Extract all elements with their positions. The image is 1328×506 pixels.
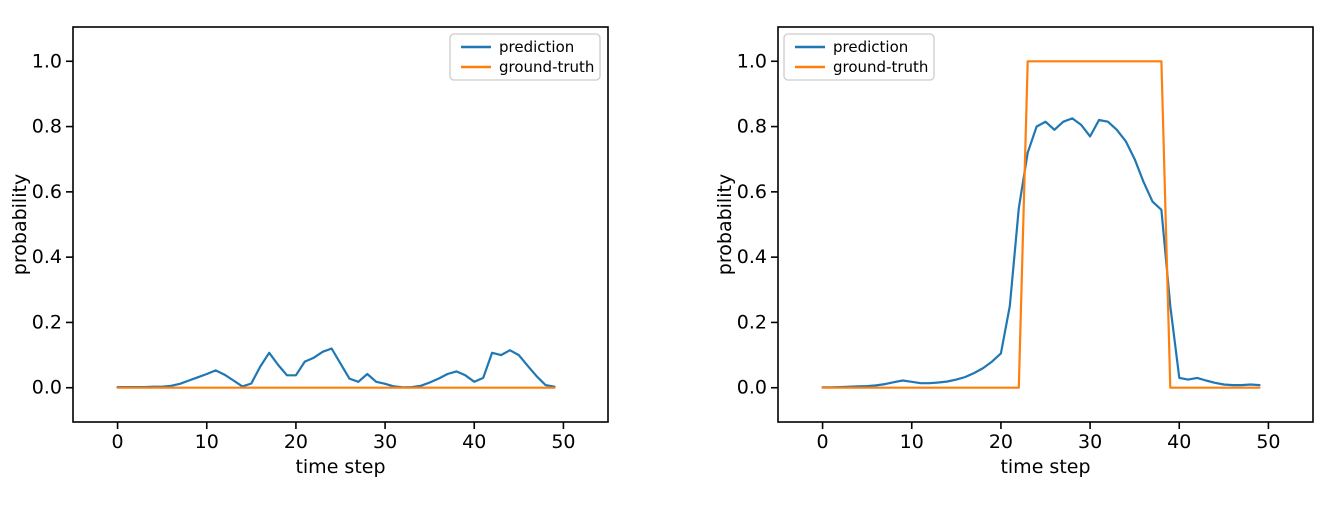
y-tick-label: 0.8: [737, 116, 767, 138]
y-tick-label: 0.4: [32, 246, 62, 268]
x-tick-label: 40: [462, 431, 486, 453]
y-tick-label: 0.4: [737, 246, 767, 268]
x-tick-label: 10: [195, 431, 219, 453]
x-tick-label: 50: [551, 431, 575, 453]
plot-border: [777, 26, 1314, 423]
x-tick-label: 0: [817, 431, 829, 453]
x-tick-label: 30: [1078, 431, 1102, 453]
legend-label: prediction: [499, 38, 574, 56]
plot-border: [72, 26, 609, 423]
legend-label: ground-truth: [499, 58, 594, 76]
legend-label: prediction: [833, 38, 908, 56]
legend-label: ground-truth: [833, 58, 928, 76]
y-tick-label: 0.6: [737, 181, 767, 203]
x-tick-label: 20: [284, 431, 308, 453]
legend-box: [449, 33, 601, 81]
x-tick-label: 50: [1256, 431, 1280, 453]
y-tick-label: 0.6: [32, 181, 62, 203]
y-axis-label: probability: [9, 174, 31, 275]
x-axis-label: time step: [1000, 456, 1090, 478]
legend-box: [783, 33, 935, 81]
chart-left-prediction-vs-ground-truth: 0 10 20 30 40 50 0.0 0.2 0.4 0.6 0.8 1.0 time step pr…: [9, 26, 609, 478]
x-tick-label: 10: [900, 431, 924, 453]
y-tick-label: 0.2: [737, 311, 767, 333]
y-tick-label: 1.0: [737, 50, 767, 72]
series-line-ground-truth: [821, 60, 1261, 389]
x-tick-label: 0: [112, 431, 124, 453]
y-tick-label: 0.0: [737, 377, 767, 399]
series-line-prediction: [116, 347, 556, 389]
x-tick-label: 30: [373, 431, 397, 453]
x-axis-label: time step: [295, 456, 385, 478]
y-tick-label: 1.0: [32, 50, 62, 72]
y-tick-label: 0.8: [32, 116, 62, 138]
y-tick-label: 0.2: [32, 311, 62, 333]
x-tick-label: 40: [1167, 431, 1191, 453]
series-line-prediction: [821, 117, 1261, 389]
x-tick-label: 20: [989, 431, 1013, 453]
y-tick-label: 0.0: [32, 377, 62, 399]
y-axis-label: probability: [714, 174, 736, 275]
chart-right-prediction-vs-ground-truth: 0 10 20 30 40 50 0.0 0.2 0.4 0.6 0.8 1.0 time step pr…: [714, 26, 1314, 478]
